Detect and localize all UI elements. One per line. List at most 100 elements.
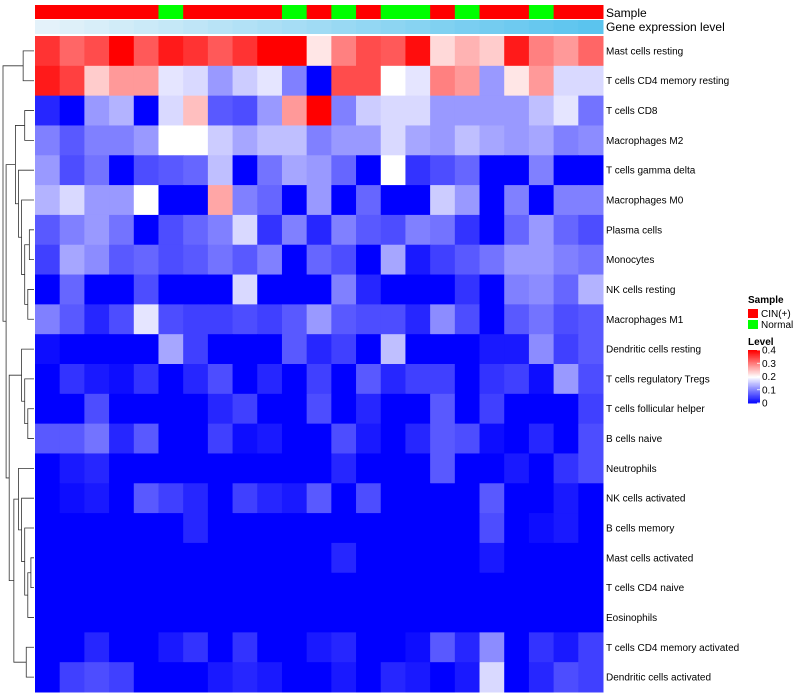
heatmap-cell [504,65,530,97]
heatmap-cell [454,364,481,395]
heatmap-cell [84,632,110,663]
heatmap-cell [183,304,209,335]
legend: Sample CIN(+)Normal Level 0.4 0.3 0.2 0.1 0 [748,295,793,410]
heatmap-cell [405,423,431,454]
colorbar-segment [748,369,760,372]
heatmap-cell [59,483,85,514]
heatmap-cell [479,304,505,335]
heatmap-cell [528,513,555,544]
expression-annotation-cell [553,20,579,34]
heatmap-cell [356,274,382,305]
expression-annotation-cell [84,20,110,34]
heatmap-cell [207,244,234,276]
dendrogram-branch [22,50,34,82]
heatmap-cell [356,95,382,126]
colorbar-tick-label: 0.2 [762,372,776,383]
heatmap-cell [59,65,85,97]
heatmap-cell [380,65,406,97]
heatmap-cell [504,542,530,574]
heatmap-cell [306,274,332,305]
heatmap-cell [84,513,110,544]
heatmap-cell [578,662,604,693]
heatmap-cell [430,334,456,365]
row-label: T cells CD4 naive [606,583,685,594]
heatmap-cell [504,214,530,246]
sample-annotation-cell [331,5,357,19]
heatmap-cell [133,304,159,335]
heatmap-cell [331,334,357,365]
heatmap-cell [257,483,283,514]
heatmap-cell [504,453,530,484]
heatmap-cell [158,483,184,514]
heatmap-cell [257,662,283,693]
heatmap-cell [257,304,283,335]
heatmap-cell [183,244,209,276]
heatmap-cell [84,423,110,454]
heatmap-cell [109,274,135,305]
expression-track-label: Gene expression level [606,20,725,34]
heatmap-cell [504,185,530,216]
heatmap-cell [454,393,481,425]
dendrogram-branch [18,169,34,238]
heatmap-cell [35,36,61,67]
heatmap-cell [35,125,61,156]
heatmap-cell [281,244,308,276]
colorbar-segment [748,368,760,371]
colorbar-segment [748,380,760,383]
heatmap-cell [133,453,159,484]
heatmap-cell [84,483,110,514]
heatmap-cell [207,453,234,484]
heatmap-cell [430,214,456,246]
heatmap-cell [306,632,332,663]
heatmap-cell [479,662,505,693]
heatmap-cell [504,334,530,365]
heatmap-cell [356,423,382,454]
sample-annotation-cell [207,5,234,19]
colorbar-segment [748,400,760,403]
heatmap-cell [257,125,283,156]
heatmap-cell [504,662,530,693]
colorbar-segment [748,379,760,381]
heatmap-cell [528,36,555,67]
heatmap-cell [454,185,481,216]
heatmap-cell [578,95,604,126]
heatmap-cell [356,244,382,276]
heatmap-cell [528,602,555,633]
heatmap-cell [84,304,110,335]
sample-annotation-cell [356,5,382,19]
heatmap-cell [59,453,85,484]
heatmap-cell [430,572,456,604]
heatmap-cell [528,364,555,395]
dendrogram-branch [25,646,34,678]
dendrogram-branch [28,229,34,261]
heatmap-cell [183,185,209,216]
heatmap-cell [578,453,604,484]
colorbar-segment [748,365,760,368]
heatmap-cell [183,274,209,305]
heatmap-cell [133,155,159,186]
heatmap-cell [405,95,431,126]
sample-legend-swatch [748,309,758,318]
heatmap-cell [306,483,332,514]
heatmap-cell [454,662,481,693]
heatmap-cell [281,125,308,156]
colorbar-segment [748,376,760,379]
sample-legend-items: CIN(+)Normal [748,309,793,331]
colorbar-segment [748,372,760,375]
heatmap-cell [84,364,110,395]
heatmap-cell [183,632,209,663]
heatmap-cell [59,95,85,126]
sample-annotation-cell [479,5,505,19]
heatmap-cell [281,65,308,97]
heatmap-cell [528,244,555,276]
heatmap-cell [158,334,184,365]
heatmap-cell [133,65,159,97]
heatmap-cell [281,423,308,454]
heatmap-cell [35,542,61,574]
heatmap-cell [454,513,481,544]
heatmap-cell [257,185,283,216]
heatmap-cell [158,214,184,246]
heatmap-cell [59,542,85,574]
heatmap-cell [133,334,159,365]
heatmap-cell [306,155,332,186]
